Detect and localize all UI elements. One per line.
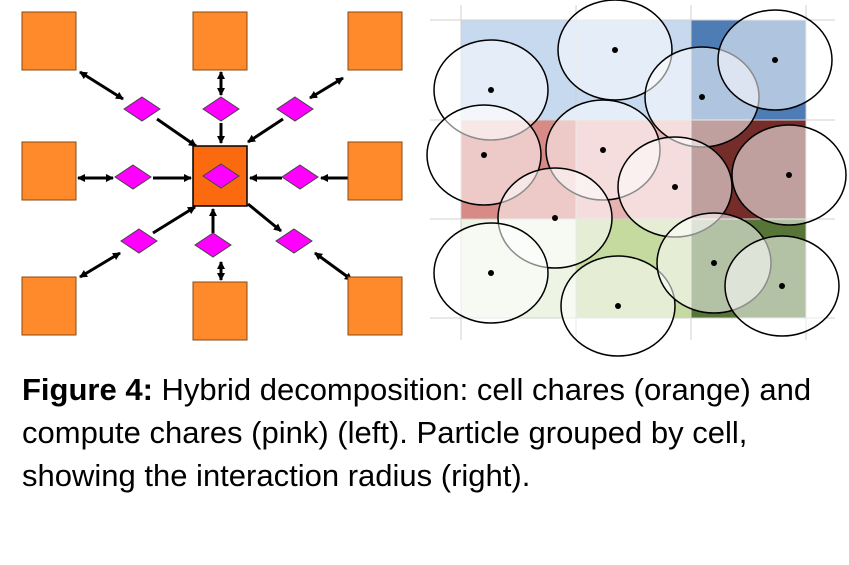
- particle-6: [672, 184, 678, 190]
- chare-decomposition-panel: [21, 11, 403, 341]
- compute-chare-bottom: [194, 232, 232, 258]
- compute-chare-bottom-right: [275, 228, 313, 254]
- compute-chare-left: [114, 164, 152, 190]
- particle-10: [615, 303, 621, 309]
- cell-chare-left: [21, 141, 77, 201]
- arrow-ctr-top-left: [156, 117, 197, 148]
- particle-2: [699, 94, 705, 100]
- cell-chare-right: [347, 141, 403, 201]
- arrow-top-left: [79, 70, 124, 101]
- compute-chare-right: [281, 164, 319, 190]
- arrow-ctr-bottom-left: [152, 205, 196, 235]
- particle-5: [600, 147, 606, 153]
- cell-chare-top: [192, 11, 248, 71]
- arrow-ctr-bottom-right: [247, 202, 282, 233]
- hybrid-decomposition-figure: [21, 0, 847, 357]
- cell-chare-top-left: [21, 11, 77, 71]
- particle-grid-panel: [426, 0, 847, 357]
- compute-chare-center: [202, 163, 240, 189]
- compute-chare-bottom-left: [120, 228, 158, 254]
- compute-chare-top-left: [123, 96, 161, 122]
- compute-chare-top: [202, 96, 240, 122]
- cell-chare-bottom-right: [347, 276, 403, 336]
- particle-1: [612, 47, 618, 53]
- particle-3: [772, 57, 778, 63]
- compute-chare-top-right: [276, 96, 314, 122]
- arrow-bottom-left: [79, 251, 121, 279]
- particle-0: [488, 87, 494, 93]
- cell-chare-bottom: [192, 281, 248, 341]
- cell-chare-top-right: [347, 11, 403, 71]
- caption-text: Hybrid decomposition: cell chares (orang…: [22, 372, 812, 493]
- particle-9: [488, 270, 494, 276]
- arrow-bottom-right: [314, 251, 353, 282]
- particle-4: [481, 152, 487, 158]
- figure-caption: Figure 4: Hybrid decomposition: cell cha…: [22, 368, 834, 497]
- caption-label: Figure 4:: [22, 372, 153, 407]
- particle-8: [552, 215, 558, 221]
- cell-chare-bottom-left: [21, 276, 77, 336]
- particle-11: [711, 260, 717, 266]
- particle-7: [786, 172, 792, 178]
- particle-12: [779, 283, 785, 289]
- arrow-ctr-top-right: [247, 117, 284, 144]
- arrow-top-right: [309, 76, 344, 100]
